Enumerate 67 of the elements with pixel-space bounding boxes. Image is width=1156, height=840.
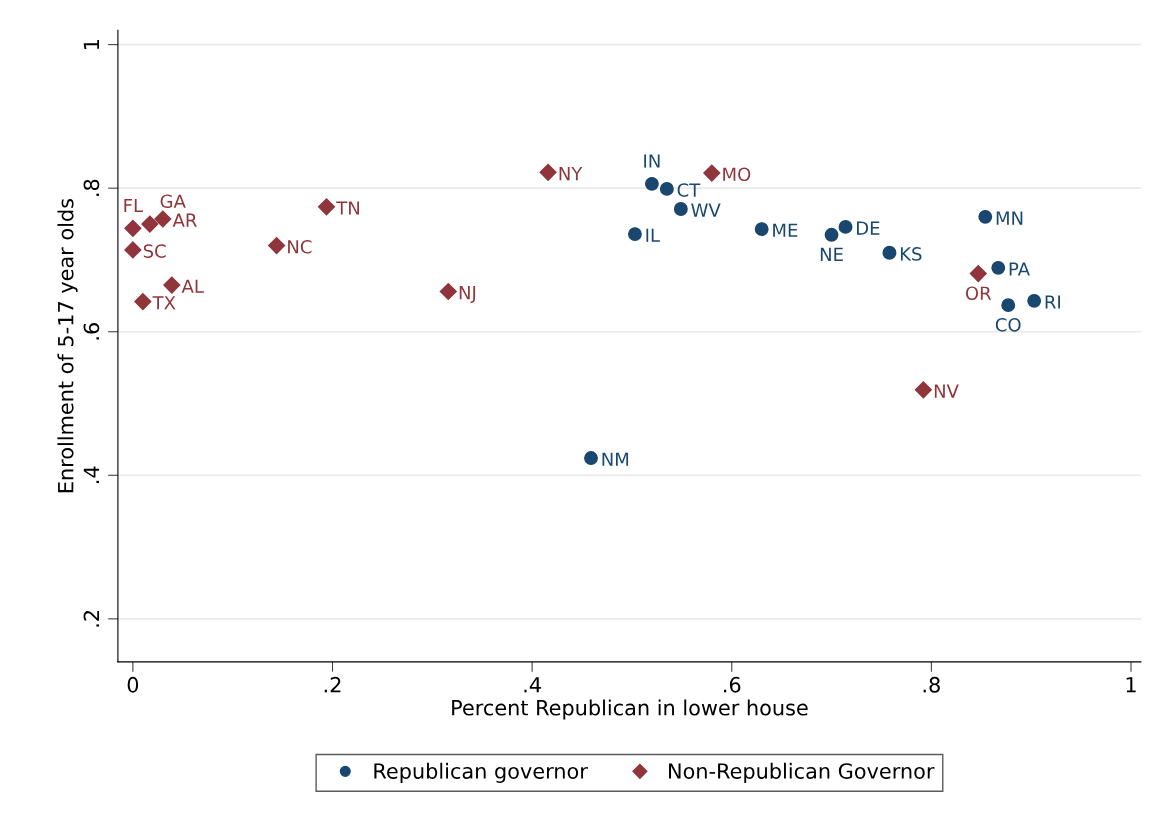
point xyxy=(1027,293,1042,308)
point xyxy=(659,181,674,196)
annotation: NY xyxy=(559,166,583,181)
annotation: MO xyxy=(723,167,751,182)
annotation: NC xyxy=(288,239,312,254)
point xyxy=(268,237,286,255)
legend-label: Republican governor xyxy=(374,762,588,783)
point xyxy=(124,219,142,237)
point xyxy=(317,198,336,216)
point xyxy=(539,163,557,181)
annotation: AR xyxy=(172,213,197,227)
point xyxy=(1001,298,1016,313)
annotation: GA xyxy=(160,194,186,209)
annotation: NM xyxy=(602,452,629,466)
y-tick-label: 1 xyxy=(83,39,99,49)
annotation: SC xyxy=(143,244,166,258)
annotation: IL xyxy=(646,228,660,242)
legend-label: Non-Republican Governor xyxy=(669,762,935,783)
point xyxy=(703,164,721,182)
y-tick-label: .4 xyxy=(83,466,99,483)
annotation: KS xyxy=(900,247,922,261)
point xyxy=(644,176,659,191)
point xyxy=(754,222,769,237)
annotation: CT xyxy=(677,183,701,197)
point xyxy=(824,227,839,242)
point xyxy=(969,265,987,283)
point xyxy=(978,209,993,224)
x-tick-label: 0 xyxy=(127,676,139,693)
x-tick-label: .2 xyxy=(324,676,341,693)
x-tick-label: .4 xyxy=(524,677,541,693)
point xyxy=(124,241,142,259)
point xyxy=(134,293,152,311)
annotation: DE xyxy=(857,221,880,235)
point xyxy=(627,227,642,242)
x-tick-label: .6 xyxy=(724,676,741,693)
annotation: NV xyxy=(934,384,959,398)
point xyxy=(882,245,897,260)
annotation: TN xyxy=(336,201,359,215)
annotation: TX xyxy=(152,296,176,310)
point xyxy=(914,381,932,399)
annotation: FL xyxy=(124,198,144,213)
point xyxy=(673,202,688,216)
y-tick-label: .8 xyxy=(83,179,100,196)
point xyxy=(584,451,598,466)
annotation: IN xyxy=(644,154,660,168)
annotation: AL xyxy=(181,279,204,293)
point xyxy=(141,215,159,233)
annotation: RI xyxy=(1045,295,1060,309)
y-axis-title: Enrollment of 5-17 year olds xyxy=(57,198,78,493)
x-tick-label: 1 xyxy=(1126,677,1136,693)
annotation: NJ xyxy=(459,286,476,303)
point xyxy=(991,260,1006,275)
annotation: NE xyxy=(820,247,843,262)
annotation: WV xyxy=(691,203,721,217)
x-axis-title: Percent Republican in lower house xyxy=(452,699,808,720)
annotation: PA xyxy=(1009,262,1030,276)
y-tick-label: .2 xyxy=(83,611,99,627)
x-tick-label: .8 xyxy=(923,676,940,693)
annotation: ME xyxy=(773,223,798,237)
point xyxy=(154,210,172,228)
annotation: MN xyxy=(996,211,1023,225)
point xyxy=(838,219,853,234)
annotation: OR xyxy=(965,286,992,301)
point xyxy=(439,282,457,301)
annotation: CO xyxy=(995,317,1021,332)
point xyxy=(163,276,181,294)
y-tick-label: .6 xyxy=(83,323,100,340)
